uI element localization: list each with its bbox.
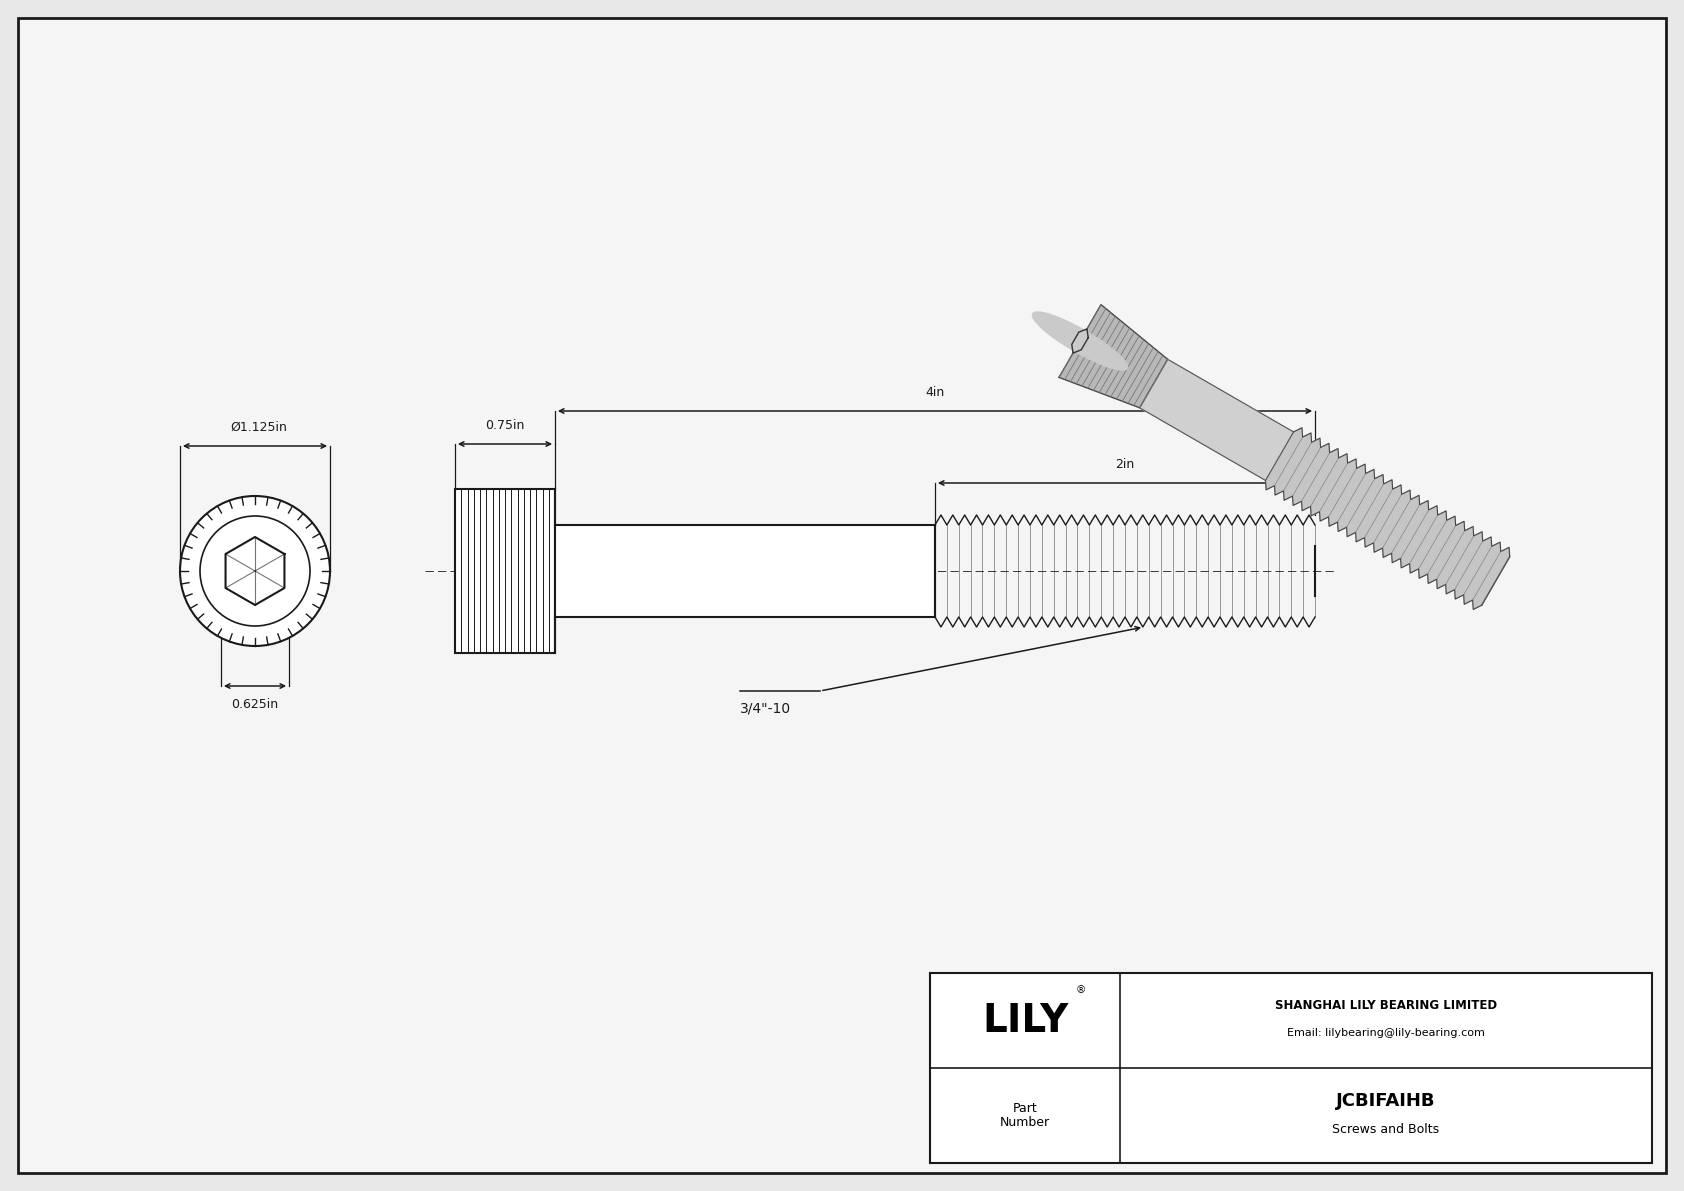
Text: Email: lilybearing@lily-bearing.com: Email: lilybearing@lily-bearing.com [1287,1029,1485,1039]
Bar [930,973,1652,1162]
Bar [455,490,556,653]
Polygon shape [1059,305,1167,407]
Text: Screws and Bolts: Screws and Bolts [1332,1123,1440,1136]
Circle shape [200,516,310,626]
Polygon shape [1140,360,1293,480]
Text: 0.625in: 0.625in [231,698,278,711]
Text: 2in: 2in [1115,459,1135,470]
Text: ®: ® [1076,985,1086,996]
Text: 0.75in: 0.75in [485,419,525,432]
Polygon shape [1266,428,1509,610]
Text: Part
Number: Part Number [1000,1102,1051,1129]
Text: Ø1.125in: Ø1.125in [231,420,288,434]
Text: JCBIFAIHB: JCBIFAIHB [1335,1092,1436,1110]
Text: 4in: 4in [926,386,945,399]
Text: LILY: LILY [982,1002,1068,1040]
Text: SHANGHAI LILY BEARING LIMITED: SHANGHAI LILY BEARING LIMITED [1275,999,1497,1012]
Bar [556,525,935,617]
Text: 3/4"-10: 3/4"-10 [739,701,791,715]
Circle shape [180,495,330,646]
Ellipse shape [1032,312,1128,370]
